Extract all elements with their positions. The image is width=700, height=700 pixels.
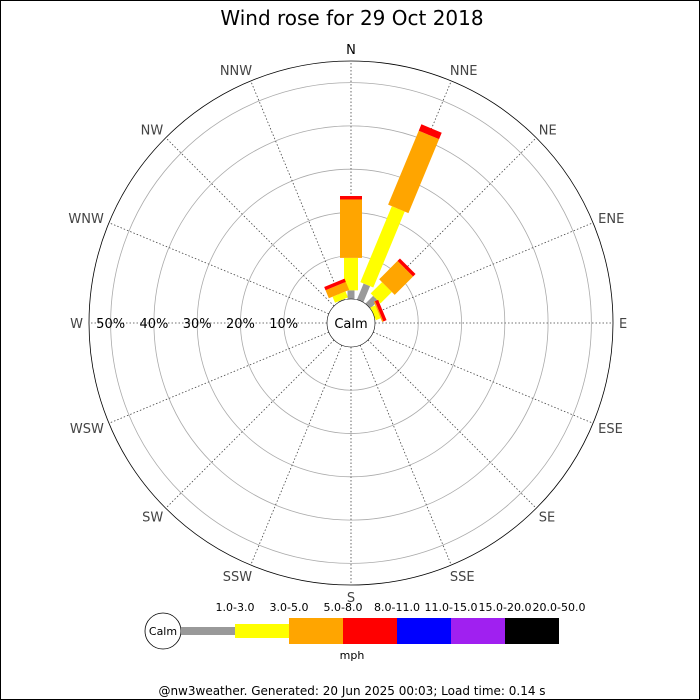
legend-label-6: 20.0-50.0 bbox=[533, 601, 586, 614]
legend-label-5: 15.0-20.0 bbox=[479, 601, 532, 614]
dir-label-s: S bbox=[347, 591, 355, 606]
legend: Calm mph 1.0-3.0 3.0-5.0 5.0-8.0 8.0-11.0 11… bbox=[144, 601, 586, 662]
spoke-ese bbox=[373, 331, 594, 424]
calm-circle: Calm bbox=[326, 298, 376, 348]
spoke-se bbox=[367, 339, 537, 509]
dir-label-se: SE bbox=[539, 511, 555, 526]
bar-group-n bbox=[340, 196, 362, 299]
legend-label-3: 8.0-11.0 bbox=[374, 601, 420, 614]
dir-label-n: N bbox=[346, 43, 356, 58]
spoke-sse bbox=[359, 345, 452, 566]
footer-text: @nw3weather. Generated: 20 Jun 2025 00:0… bbox=[158, 684, 545, 698]
bar-ne-1 bbox=[370, 282, 392, 304]
wind-bars bbox=[324, 124, 442, 322]
calm-label: Calm bbox=[334, 317, 367, 332]
chart-title: Wind rose for 29 Oct 2018 bbox=[220, 6, 483, 30]
direction-labels: N NNE NE ENE E ESE SE SSE S SSW SW WSW W WNW NW NNW bbox=[68, 43, 627, 606]
dir-label-nw: NW bbox=[141, 123, 164, 138]
bar-ene-2 bbox=[373, 301, 384, 322]
bar-group-ene bbox=[370, 299, 387, 322]
spoke-wnw bbox=[108, 222, 329, 315]
bar-nnw-0 bbox=[338, 298, 346, 303]
bar-ne-3 bbox=[397, 258, 416, 277]
ring-label-40: 40% bbox=[139, 317, 168, 332]
spoke-ssw bbox=[250, 345, 343, 566]
ring-40 bbox=[153, 125, 549, 521]
bar-nne-1 bbox=[360, 206, 405, 288]
dir-label-ne: NE bbox=[539, 123, 557, 138]
dir-label-nne: NNE bbox=[450, 64, 478, 79]
legend-swatch-1 bbox=[235, 624, 289, 638]
bar-nnw-3 bbox=[324, 278, 346, 291]
spoke-wsw bbox=[108, 331, 329, 424]
legend-swatch-3 bbox=[343, 618, 397, 644]
bar-group-ne bbox=[365, 258, 416, 309]
dir-label-wsw: WSW bbox=[70, 422, 104, 437]
legend-calm-label: Calm bbox=[149, 625, 177, 638]
legend-unit: mph bbox=[340, 649, 365, 662]
ring-label-30: 30% bbox=[183, 317, 212, 332]
legend-swatch-0 bbox=[181, 627, 235, 635]
bar-nnw-2 bbox=[325, 281, 350, 299]
outer-circle bbox=[88, 60, 614, 586]
legend-label-0: 1.0-3.0 bbox=[216, 601, 255, 614]
legend-swatch-6 bbox=[505, 618, 559, 644]
dir-label-ese: ESE bbox=[598, 422, 623, 437]
dir-label-sw: SW bbox=[142, 511, 163, 526]
spoke-ene bbox=[373, 222, 594, 315]
bar-n-3 bbox=[340, 196, 362, 200]
bar-nnw-1 bbox=[332, 291, 348, 303]
ring-labels: 10% 20% 30% 40% 50% bbox=[96, 317, 298, 332]
legend-label-4: 11.0-15.0 bbox=[425, 601, 478, 614]
ring-50 bbox=[110, 82, 592, 564]
dir-label-ssw: SSW bbox=[223, 570, 253, 585]
legend-swatch-2 bbox=[289, 618, 343, 644]
legend-label-1: 3.0-5.0 bbox=[270, 601, 309, 614]
dir-label-ene: ENE bbox=[598, 212, 624, 227]
bar-ne-0 bbox=[365, 295, 379, 309]
bar-ene-3 bbox=[374, 299, 387, 322]
bar-n-0 bbox=[347, 290, 355, 299]
bar-ene-1 bbox=[370, 305, 381, 321]
legend-label-2: 5.0-8.0 bbox=[324, 601, 363, 614]
dir-label-nnw: NNW bbox=[220, 64, 252, 79]
ring-label-50: 50% bbox=[96, 317, 125, 332]
bar-group-nnw bbox=[324, 278, 350, 303]
ring-label-20: 20% bbox=[226, 317, 255, 332]
legend-swatch-5 bbox=[451, 618, 505, 644]
bar-n-1 bbox=[344, 257, 358, 291]
bar-nne-3 bbox=[418, 124, 442, 140]
dir-label-wnw: WNW bbox=[68, 212, 104, 227]
spoke-nw bbox=[165, 137, 335, 307]
polar-grid bbox=[88, 60, 614, 586]
bar-nne-0 bbox=[356, 283, 371, 303]
ring-label-10: 10% bbox=[269, 317, 298, 332]
bar-n-2 bbox=[340, 199, 362, 258]
bar-group-nne bbox=[356, 124, 442, 303]
bar-nne-2 bbox=[388, 130, 440, 214]
spoke-nnw bbox=[250, 80, 343, 301]
dir-label-w: W bbox=[70, 317, 83, 332]
bar-ne-2 bbox=[379, 260, 414, 295]
spoke-sw bbox=[165, 339, 335, 509]
dir-label-sse: SSE bbox=[450, 570, 475, 585]
legend-swatch-4 bbox=[397, 618, 451, 644]
dir-label-e: E bbox=[619, 317, 627, 332]
